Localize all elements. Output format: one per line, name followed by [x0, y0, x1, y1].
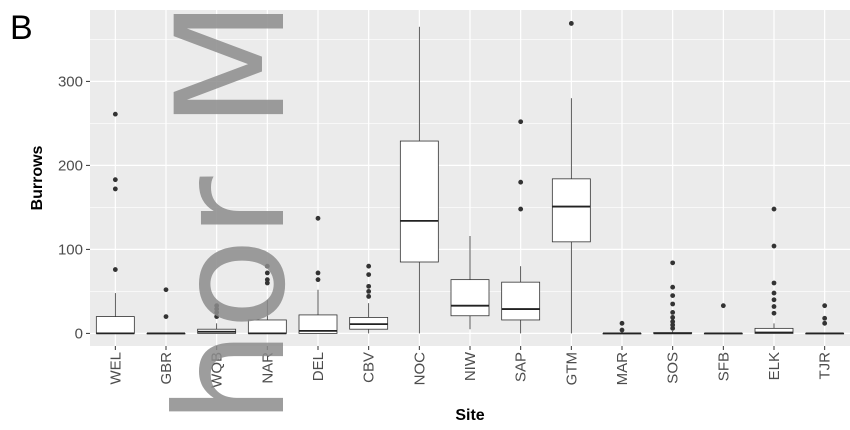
x-axis-title: Site [455, 407, 484, 424]
outlier-point [771, 310, 777, 316]
x-tick-label-mar: MAR [614, 352, 631, 386]
box-sos [653, 260, 693, 335]
outlier-point [214, 314, 220, 319]
outlier-point [771, 290, 777, 296]
outlier-point [112, 267, 118, 272]
outlier-point [112, 111, 118, 117]
outlier-point [670, 260, 676, 266]
outlier-point [315, 215, 321, 221]
outlier-point [163, 287, 169, 293]
outlier-point [518, 206, 524, 212]
outlier-point [264, 270, 270, 276]
outlier-point [518, 179, 524, 185]
outlier-point [670, 322, 676, 328]
box-iqr [298, 314, 338, 334]
watermark-text: hor Manu [145, 0, 319, 425]
box-nar [247, 263, 287, 335]
x-tick-label-sos: SOS [665, 352, 682, 384]
outlier-point [771, 243, 777, 249]
x-tick-label-cbv: CBV [361, 352, 378, 383]
boxes-layer [95, 21, 845, 335]
outlier-point [670, 310, 676, 315]
outlier-point [670, 293, 676, 298]
outlier-point [670, 284, 676, 290]
y-axis-title: Burrows [29, 145, 46, 210]
x-tick-label-sfb: SFB [715, 352, 732, 381]
y-tick-label: 300 [58, 73, 83, 90]
box-tjr [805, 303, 845, 335]
box-wqb [197, 303, 237, 334]
outlier-point [366, 263, 372, 269]
box-iqr [95, 316, 135, 334]
box-cbv [349, 263, 389, 334]
outlier-point [670, 325, 676, 331]
outlier-point [771, 280, 777, 286]
x-tick-label-gbr: GBR [158, 352, 175, 385]
outlier-point [112, 177, 118, 183]
outlier-point [112, 186, 118, 192]
x-tick-label-tjr: TJR [817, 352, 834, 380]
outlier-point [518, 119, 524, 125]
panel-letter: B [10, 9, 33, 47]
outlier-point [670, 301, 676, 307]
box-niw [450, 235, 490, 330]
box-wel [95, 111, 135, 335]
outlier-point [670, 319, 676, 325]
outlier-point [315, 277, 321, 283]
box-sfb [703, 303, 743, 335]
x-tick-label-del: DEL [310, 352, 327, 381]
outlier-point [366, 294, 372, 299]
outlier-point [366, 289, 372, 294]
outlier-point [822, 303, 828, 309]
box-del [298, 215, 338, 334]
box-sap [501, 119, 541, 334]
box-mar [602, 320, 642, 335]
outlier-point [315, 270, 321, 276]
outlier-point [264, 277, 270, 283]
box-iqr [399, 140, 439, 263]
box-iqr [551, 178, 591, 243]
outlier-point [214, 306, 220, 312]
y-tick-label: 0 [75, 325, 83, 342]
outlier-point [720, 303, 726, 309]
outlier-point [771, 304, 777, 309]
box-noc [399, 26, 439, 334]
y-tick-label: 100 [58, 241, 83, 258]
x-tick-label-nar: NAR [259, 352, 276, 384]
outlier-point [264, 280, 270, 286]
outlier-point [619, 320, 625, 326]
x-axis: WEL GBR WQB NAR DEL CBV NOC NIW SAP GTM MAR SOS SFB E… [107, 346, 834, 388]
outlier-point [366, 283, 372, 289]
x-tick-label-niw: NIW [462, 351, 479, 381]
outlier-point [366, 272, 372, 277]
outlier-point [822, 320, 828, 326]
outlier-point [822, 315, 828, 321]
outlier-point [214, 310, 220, 315]
x-tick-label-noc: NOC [411, 352, 428, 386]
outlier-point [568, 21, 574, 26]
outlier-point [214, 303, 220, 309]
outlier-point [771, 297, 777, 303]
box-elk [754, 206, 794, 334]
outlier-point [619, 327, 625, 333]
x-tick-label-wel: WEL [107, 352, 124, 385]
outlier-point [771, 206, 777, 212]
x-tick-label-sap: SAP [513, 352, 530, 382]
x-tick-label-elk: ELK [766, 352, 783, 380]
x-tick-label-gtm: GTM [563, 352, 580, 385]
y-tick-label: 200 [58, 157, 83, 174]
outlier-point [264, 263, 270, 269]
y-axis: 0 100 200 300 [58, 73, 90, 342]
outlier-point [163, 314, 169, 319]
box-iqr [450, 279, 490, 317]
box-gtm [551, 21, 591, 334]
box-iqr [501, 281, 541, 321]
x-tick-label-wqb: WQB [209, 352, 226, 388]
box-gbr [146, 287, 186, 335]
outlier-point [670, 315, 676, 320]
